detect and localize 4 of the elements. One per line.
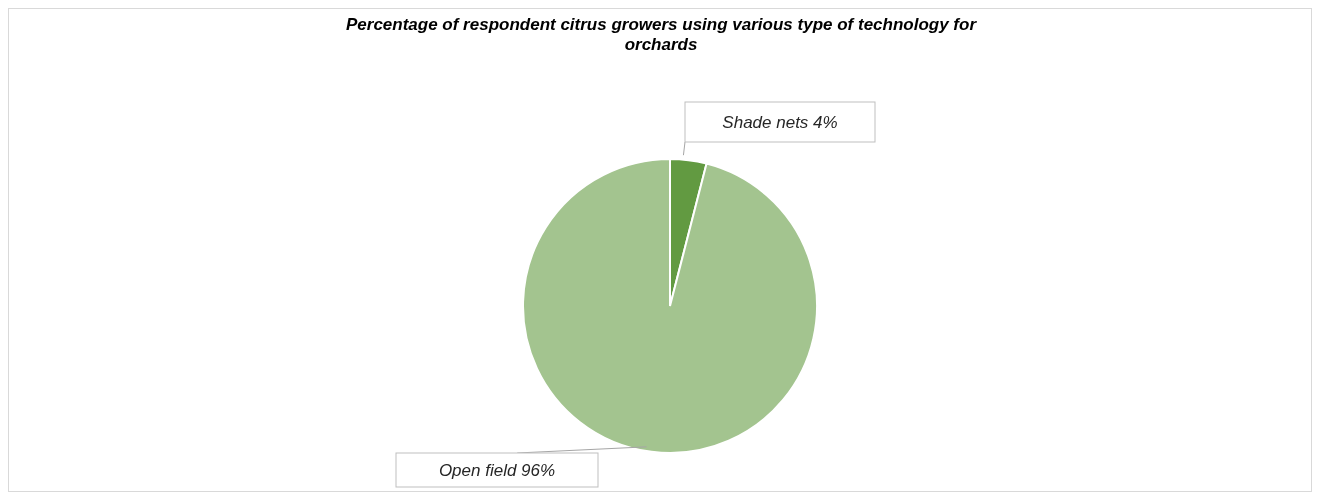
pie-slice bbox=[522, 158, 818, 454]
slice-label: Open field 96% bbox=[438, 460, 556, 480]
slice-label: Shade nets 4% bbox=[722, 112, 838, 132]
chart-title: Percentage of respondent citrus growers using various type of technology for orchards bbox=[344, 15, 978, 55]
